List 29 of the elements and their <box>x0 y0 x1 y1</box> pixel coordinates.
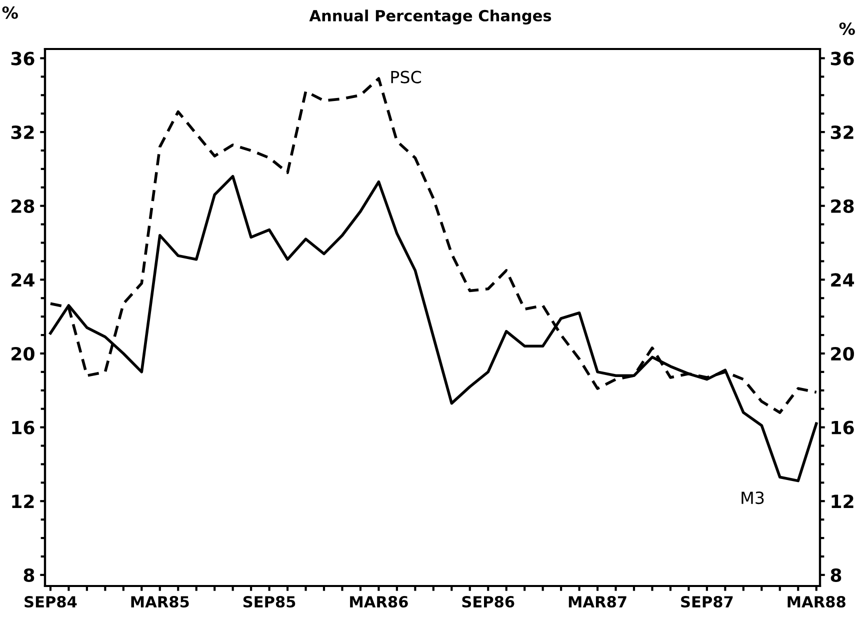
x-tick-label: MAR86 <box>350 596 408 608</box>
y-tick-label: 16 <box>12 420 34 434</box>
y2-tick-label: 36 <box>830 52 854 66</box>
x-tick-label: SEP86 <box>462 596 514 608</box>
y2-tick-label: 16 <box>832 420 854 434</box>
y-tick-label: 28 <box>12 199 34 213</box>
y2-tick-label: 32 <box>830 126 854 140</box>
series-label: PSC <box>391 70 422 84</box>
y-tick-label: 36 <box>11 52 34 66</box>
chart-title: Annual Percentage Changes <box>309 10 552 25</box>
y2-tick-label: 28 <box>831 199 854 213</box>
x-tick-label: MAR88 <box>788 596 846 608</box>
y-tick-label: 20 <box>12 346 34 361</box>
x-tick-label: MAR87 <box>568 596 626 608</box>
y-axis-title: % <box>2 6 18 19</box>
y-tick-label: 12 <box>12 494 34 508</box>
x-tick-label: SEP85 <box>243 596 296 608</box>
y2-tick-label: 12 <box>832 494 854 508</box>
x-tick-label: SEP84 <box>24 596 77 608</box>
y-tick-label: 24 <box>12 273 34 287</box>
y-tick-label: 32 <box>11 126 34 140</box>
series-label: M3 <box>742 491 764 504</box>
x-tick-label: MAR85 <box>131 596 189 608</box>
y2-tick-label: 8 <box>830 568 842 582</box>
y2-axis-title: % <box>839 22 855 36</box>
x-tick-label: SEP87 <box>681 596 733 608</box>
y2-tick-label: 20 <box>831 346 854 361</box>
y2-tick-label: 24 <box>831 273 854 287</box>
y-tick-label: 8 <box>24 568 34 582</box>
